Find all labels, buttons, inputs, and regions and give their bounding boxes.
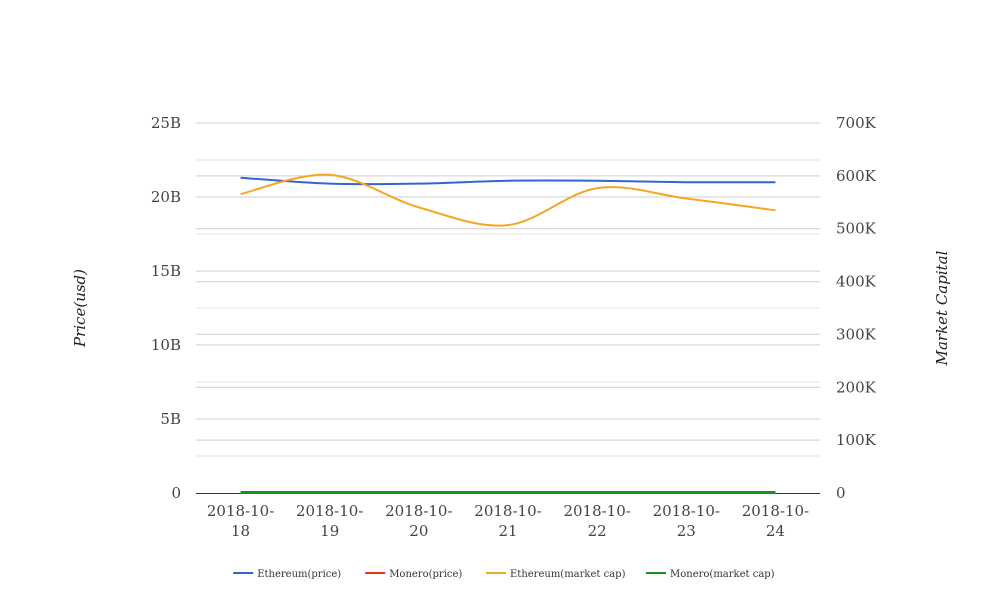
x-tick-label: 2018-10-22 <box>563 502 630 540</box>
right-tick-label: 400K <box>836 273 877 291</box>
x-tick-label: 2018-10-23 <box>653 502 720 540</box>
legend-label-monero-market-cap: Monero(market cap) <box>670 569 775 580</box>
right-tick-label: 300K <box>836 325 877 343</box>
x-tick-label: 2018-10-24 <box>742 502 809 540</box>
right-tick-label: 100K <box>836 431 877 449</box>
left-tick-label: 5B <box>160 410 181 428</box>
left-tick-label: 25B <box>151 114 181 132</box>
right-axis-title: Market Capital <box>933 250 951 366</box>
legend-label-ethereum-price: Ethereum(price) <box>257 569 341 580</box>
grid-lines <box>196 122 820 457</box>
left-tick-label: 20B <box>151 188 181 206</box>
left-axis-title: Price(usd) <box>71 269 89 348</box>
left-tick-label: 10B <box>151 336 181 354</box>
right-tick-label: 200K <box>836 378 877 396</box>
x-tick-label: 2018-10-18 <box>207 502 274 540</box>
right-tick-label: 700K <box>836 114 877 132</box>
left-tick-label: 0 <box>171 484 181 502</box>
right-tick-label: 600K <box>836 167 877 185</box>
legend-label-ethereum-market-cap: Ethereum(market cap) <box>510 569 626 580</box>
x-tick-label: 2018-10-19 <box>296 502 363 540</box>
series-lines <box>240 173 776 495</box>
right-axis-ticks: 0 100K 200K 300K 400K 500K 600K 700K <box>836 114 877 502</box>
chart-legend: Ethereum(price) Monero(price) Ethereum(mar… <box>233 569 775 580</box>
x-tick-label: 2018-10-21 <box>474 502 541 540</box>
series-line-ethereum-price <box>240 176 776 186</box>
x-axis-ticks: 2018-10-18 2018-10-19 2018-10-20 2018-10-21… <box>207 502 809 540</box>
left-axis-ticks: 0 5B 10B 15B 20B 25B <box>151 114 181 502</box>
left-tick-label: 15B <box>151 262 181 280</box>
x-tick-label: 2018-10-20 <box>385 502 452 540</box>
right-tick-label: 500K <box>836 220 877 238</box>
legend-label-monero-price: Monero(price) <box>389 569 462 580</box>
right-tick-label: 0 <box>836 484 846 502</box>
series-line-ethereum-market-cap <box>240 173 776 227</box>
